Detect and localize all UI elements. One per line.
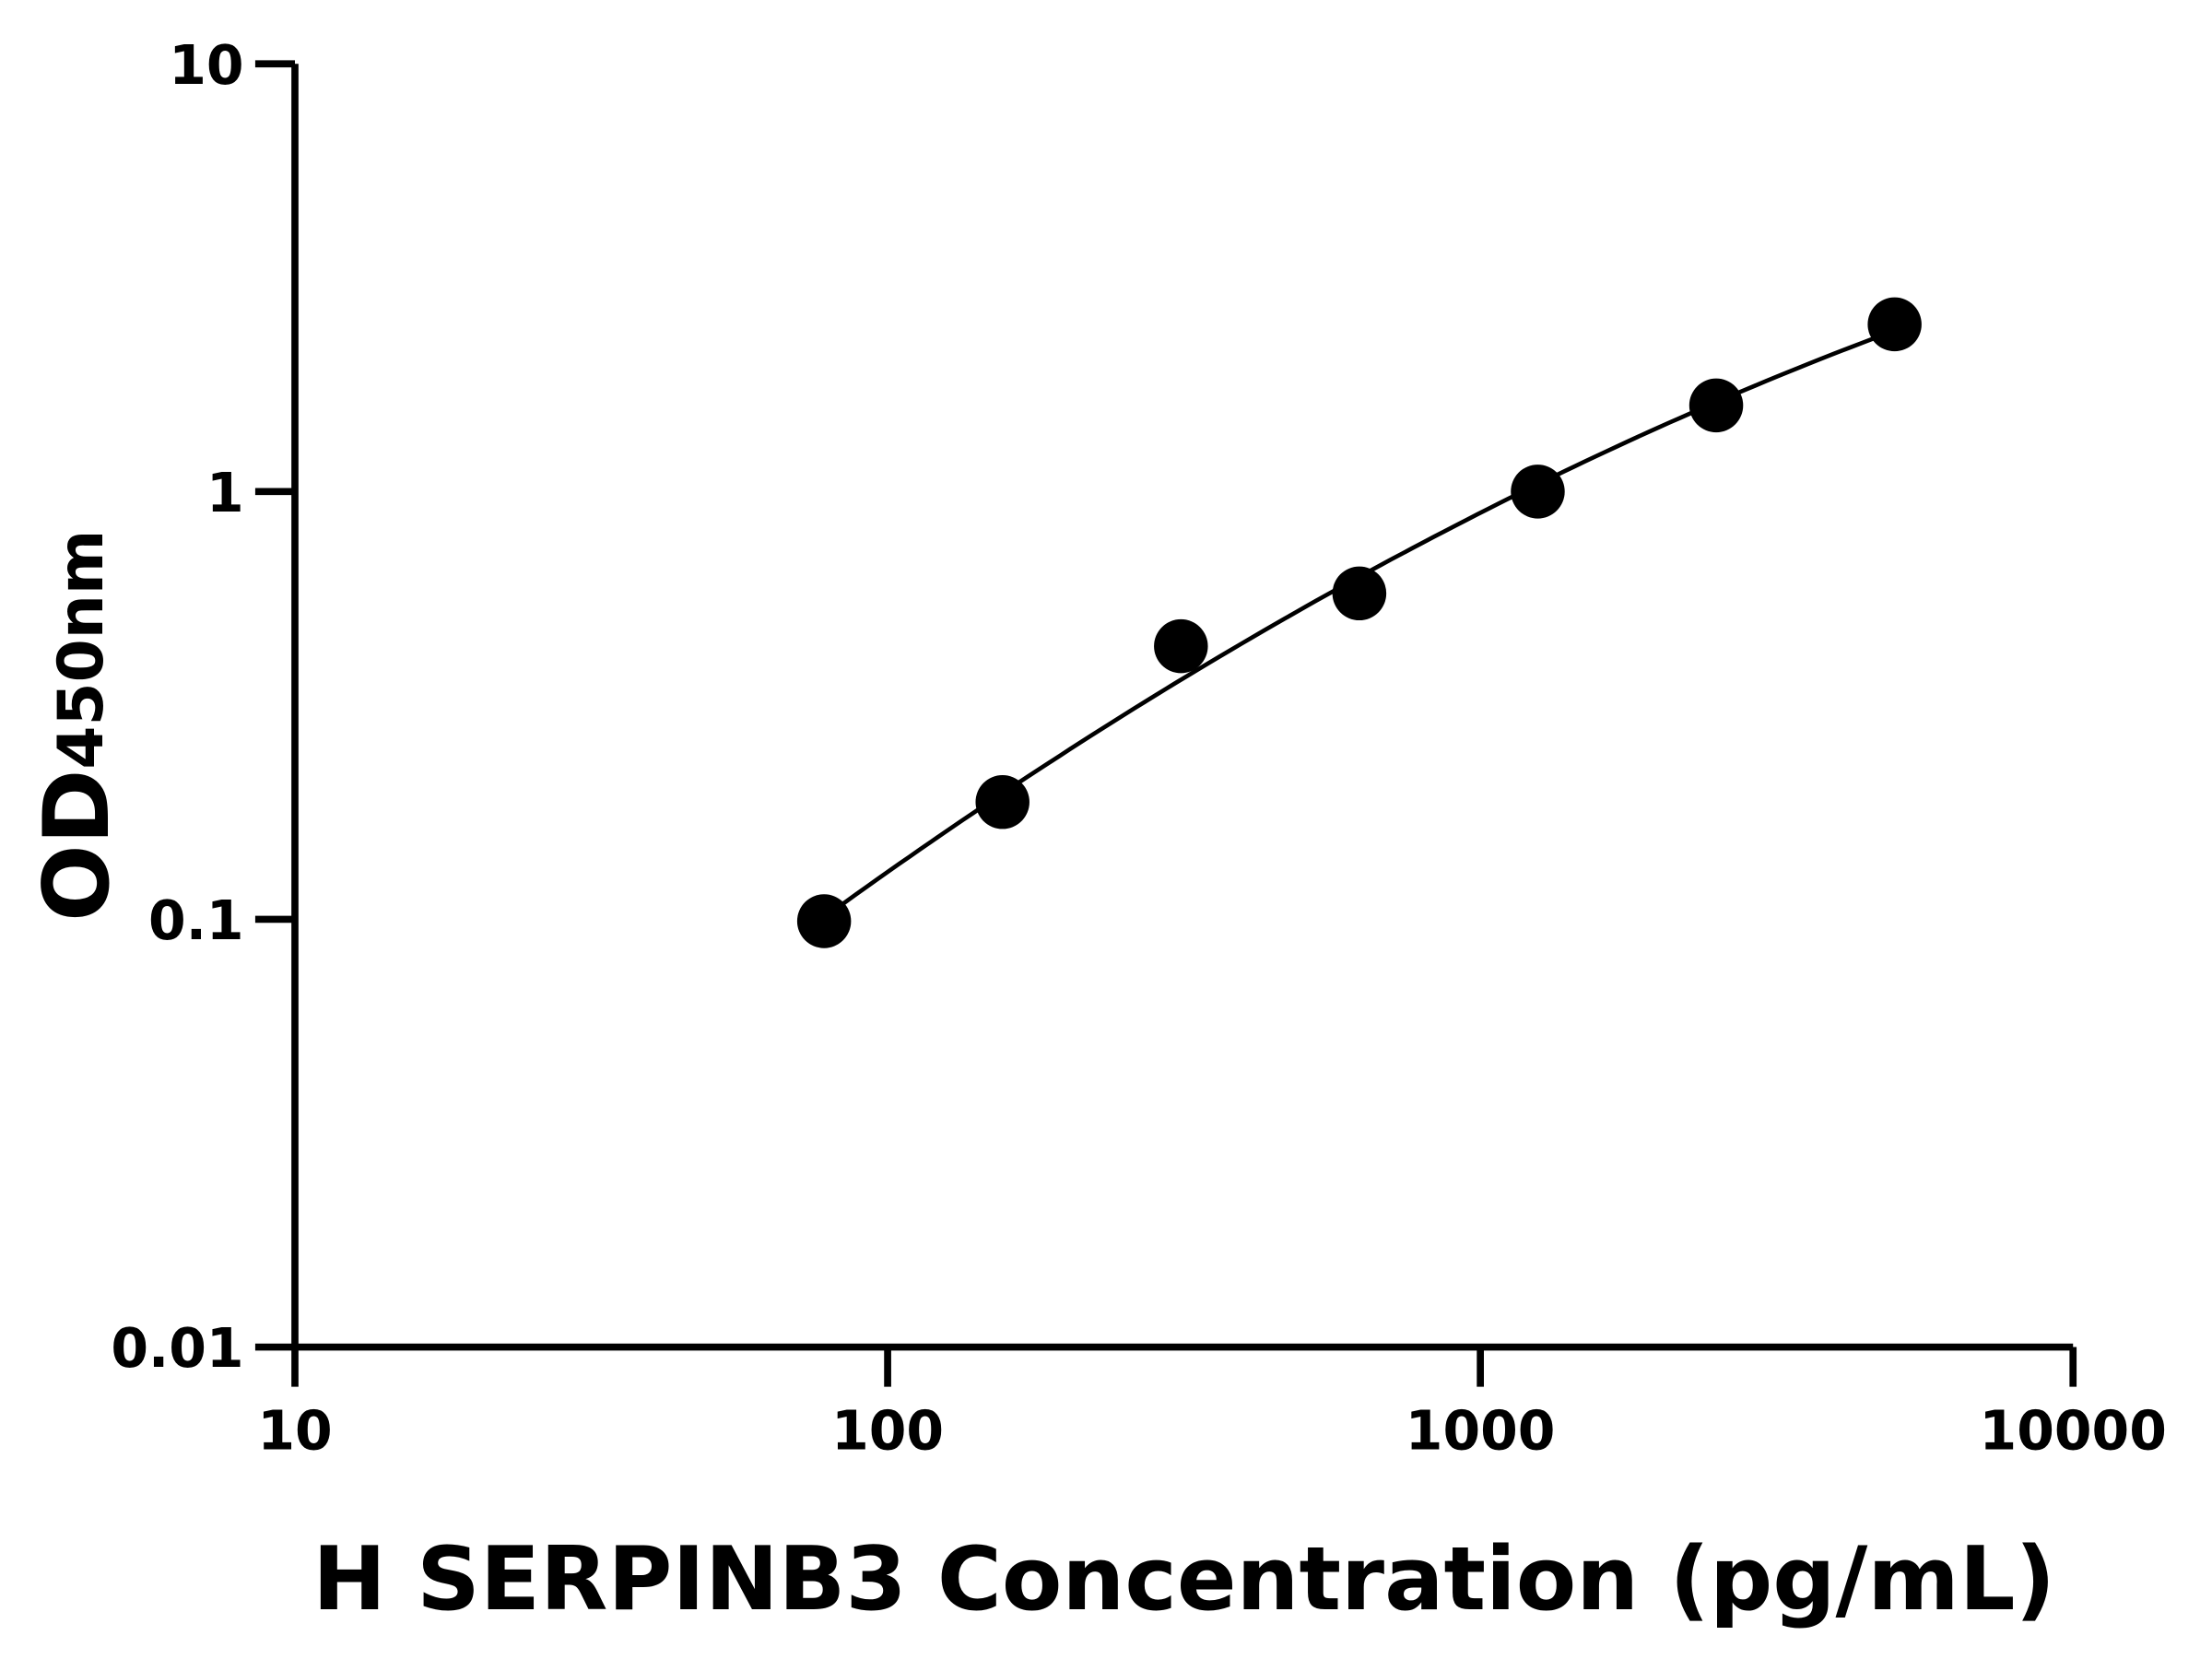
data-point: [796, 894, 852, 948]
y-tick-label: 0.1: [148, 889, 244, 952]
data-point: [1867, 297, 1922, 352]
y-axis-label: OD450nm: [25, 530, 130, 922]
x-tick-label: 1000: [1406, 1399, 1556, 1462]
y-tick-label: 0.01: [111, 1317, 243, 1380]
axes: 10 100 1000 10000 0.01 0.1 1 10: [111, 34, 2167, 1463]
svg-text:OD450nm: OD450nm: [25, 530, 130, 922]
x-axis-label: H SERPINB3 Concentration (pg/mL): [312, 1528, 2055, 1630]
data-point: [1688, 378, 1744, 433]
y-tick-label: 10: [169, 34, 243, 97]
data-point: [1511, 465, 1565, 519]
y-tick-label: 1: [206, 462, 244, 524]
data-point: [975, 774, 1030, 830]
data-points: [796, 297, 1922, 948]
y-axis-label-subscript: 450nm: [44, 530, 117, 770]
x-tick-label: 10: [257, 1399, 332, 1462]
data-point: [1154, 618, 1208, 674]
x-tick-label: 100: [831, 1399, 944, 1462]
data-point: [1332, 566, 1387, 621]
y-axis-label-main: OD: [25, 770, 130, 922]
x-tick-label: 10000: [1980, 1399, 2167, 1462]
